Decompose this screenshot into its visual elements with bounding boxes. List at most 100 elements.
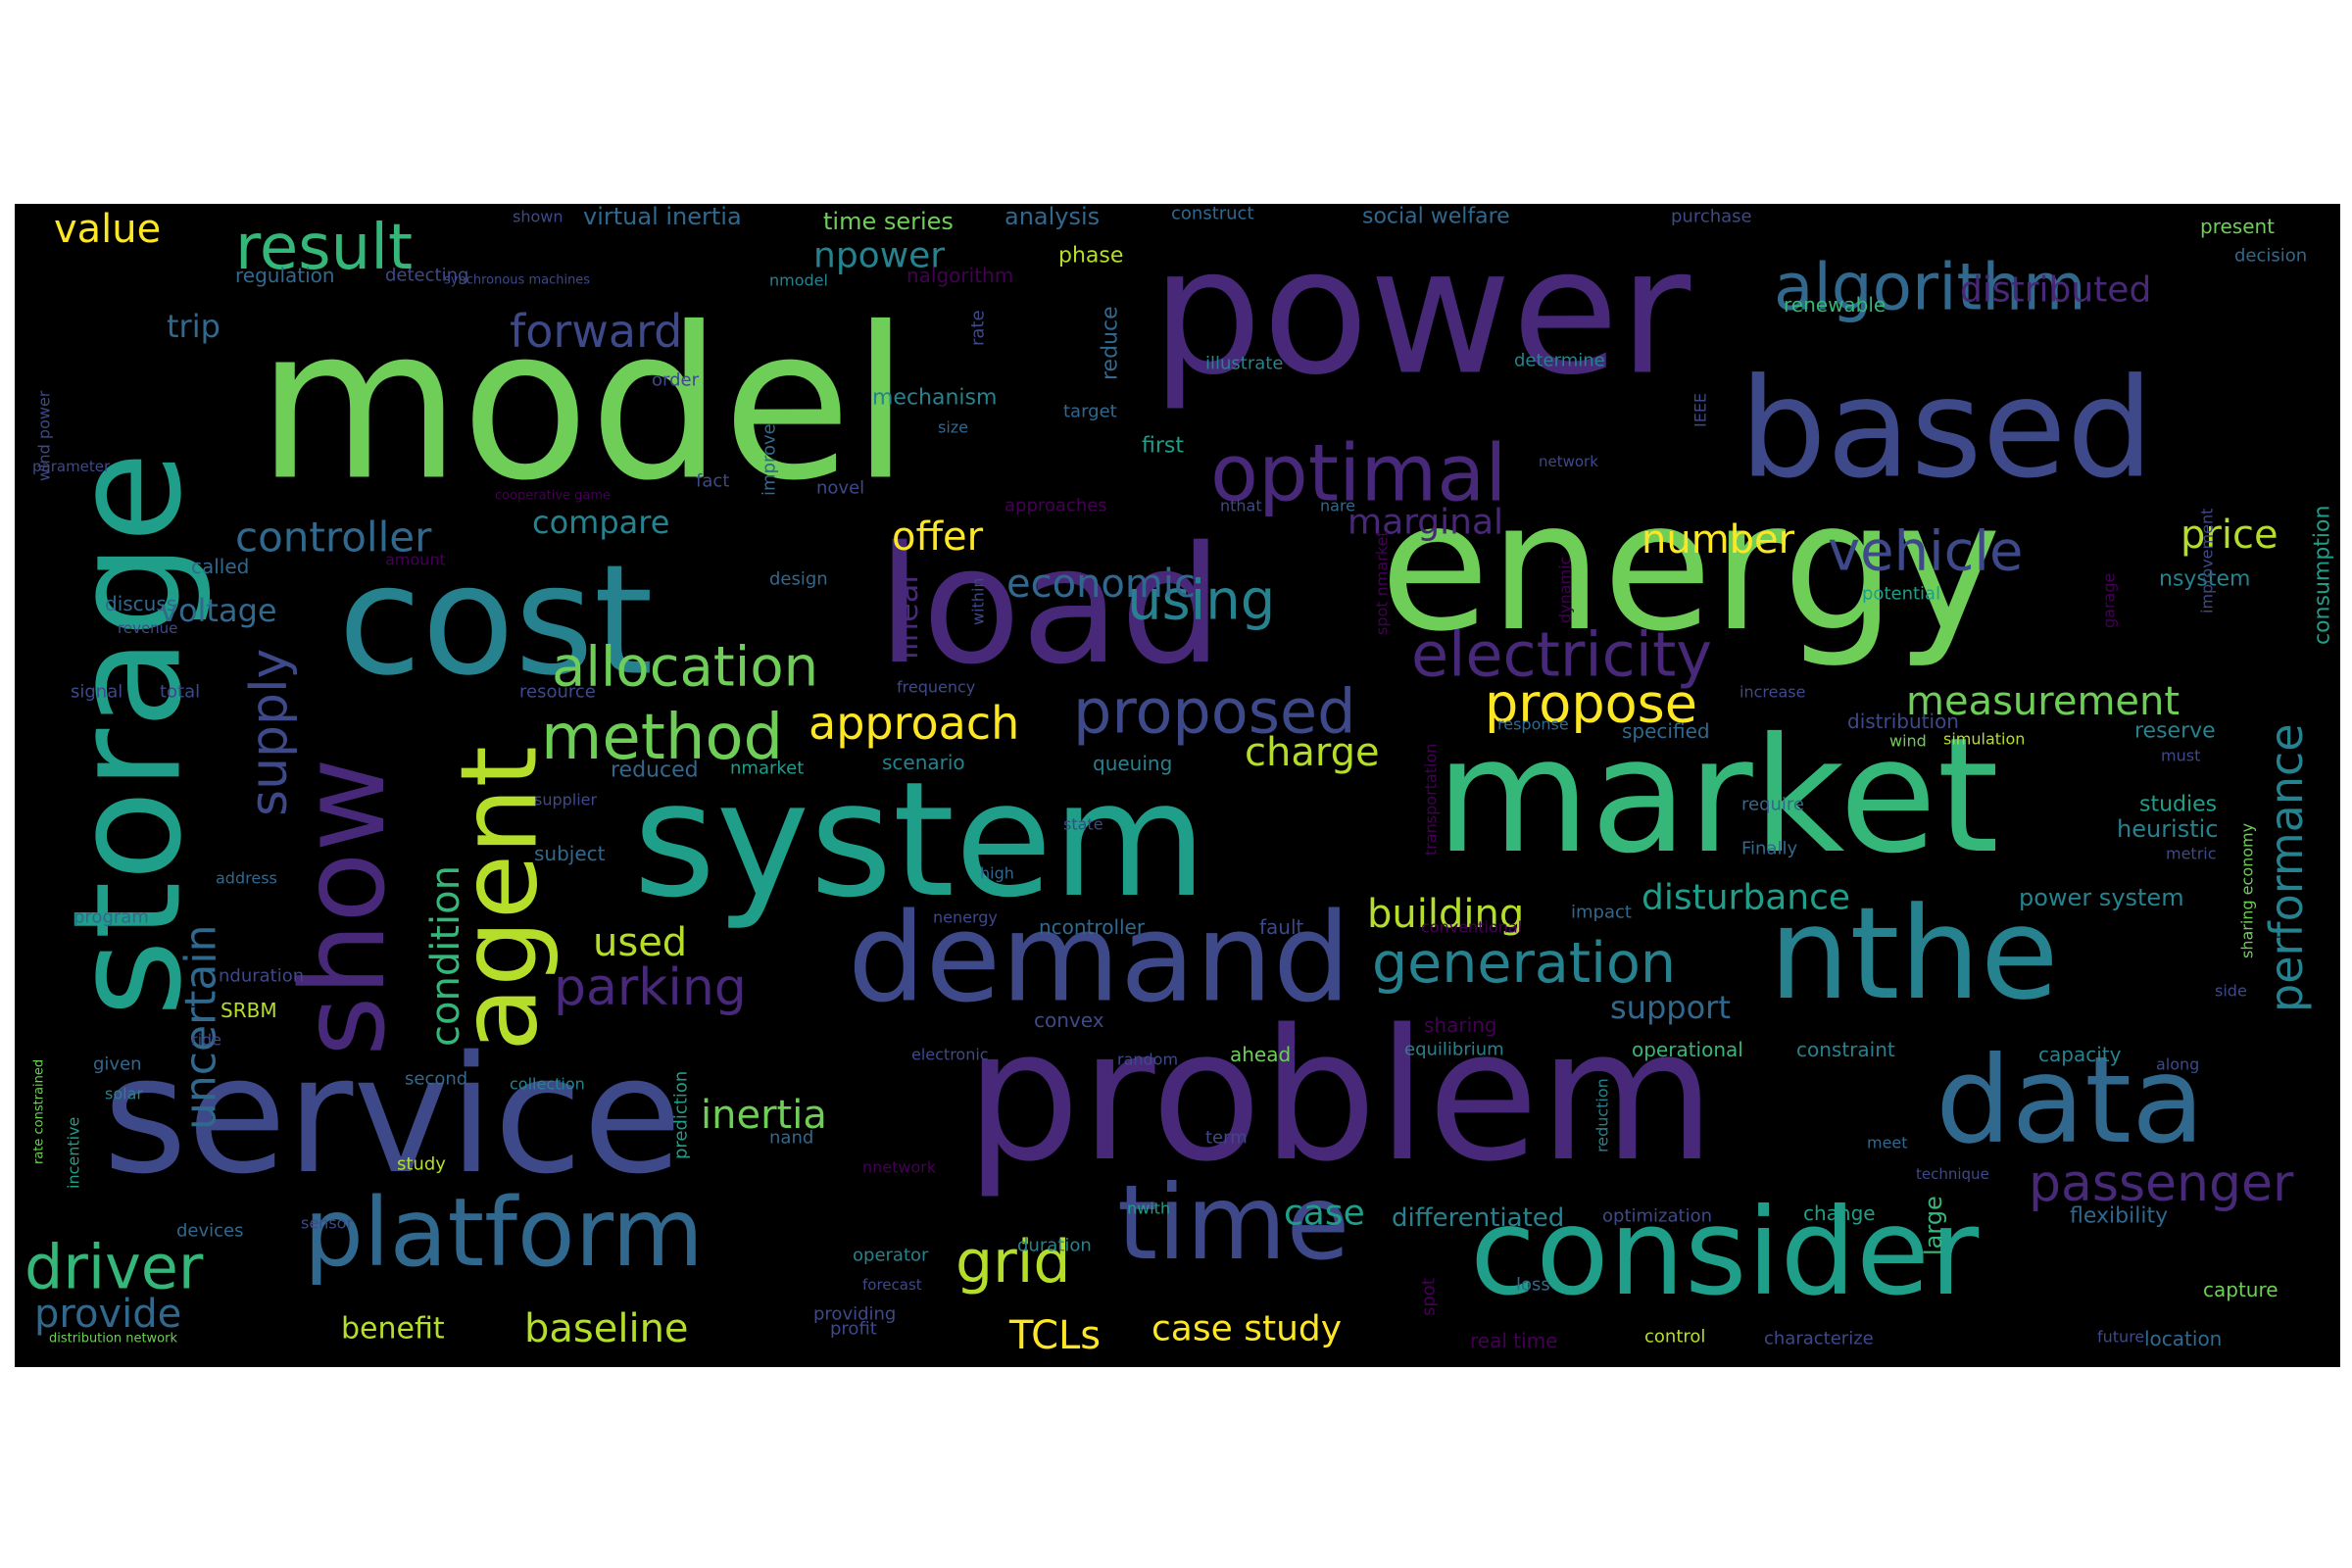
word-regulation: regulation (235, 264, 335, 287)
word-illustrate: illustrate (1205, 354, 1283, 374)
word-rate: rate (968, 310, 989, 346)
word-construct: construct (1171, 204, 1254, 224)
word-uncertain: uncertain (176, 925, 226, 1130)
word-shown: shown (513, 208, 564, 226)
word-agent: agent (439, 746, 562, 1052)
word-controller: controller (235, 514, 432, 562)
word-charge: charge (1245, 730, 1380, 775)
word-cost: cost (338, 532, 654, 710)
word-loss: loss (1516, 1275, 1550, 1296)
word-wind-power: wind power (35, 390, 54, 481)
word-support: support (1610, 989, 1731, 1026)
word-purchase: purchase (1671, 207, 1752, 227)
word-offer: offer (892, 514, 984, 560)
word-approach: approach (808, 697, 1019, 750)
word-duration: duration (1017, 1236, 1092, 1256)
word-along: along (2156, 1055, 2199, 1074)
word-potential: potential (1862, 584, 1940, 605)
word-amount: amount (385, 551, 446, 569)
word-program: program (74, 907, 149, 928)
word-mechanism: mechanism (872, 386, 997, 411)
word-heuristic: heuristic (2117, 815, 2219, 843)
word-target: target (1063, 402, 1117, 422)
word-signal: signal (71, 682, 122, 703)
word-based: based (1740, 350, 2154, 510)
word-improve: improve (760, 423, 780, 496)
word-group: model power energy system market problem servi… (24, 204, 2335, 1358)
word-equilibrium: equilibrium (1404, 1040, 1504, 1060)
word-devices: devices (176, 1221, 244, 1242)
word-fault: fault (1259, 915, 1304, 939)
word-collection: collection (510, 1075, 585, 1094)
word-given: given (93, 1054, 142, 1075)
word-proposed: proposed (1073, 676, 1356, 748)
word-system: system (633, 749, 1207, 933)
word-condition: condition (423, 865, 468, 1047)
word-srbm: SRBM (220, 999, 277, 1022)
word-ncontroller: ncontroller (1039, 915, 1146, 939)
word-real-time: real time (1470, 1329, 1557, 1352)
word-linear: linear (888, 570, 925, 660)
word-large: large (1920, 1196, 1947, 1255)
word-sharing: sharing (1424, 1013, 1497, 1037)
word-simulation: simulation (1943, 730, 2025, 749)
word-incentive: incentive (65, 1117, 83, 1189)
word-change: change (1803, 1201, 1876, 1225)
word-nsystem: nsystem (2159, 567, 2250, 592)
word-studies: studies (2139, 793, 2217, 817)
word-forecast: forecast (862, 1276, 922, 1294)
word-cloud: model power energy system market problem servi… (15, 204, 2340, 1367)
word-future: future (2097, 1328, 2144, 1347)
word-using: using (1127, 569, 1275, 633)
word-reserve: reserve (2134, 719, 2216, 744)
word-capture: capture (2203, 1278, 2278, 1301)
word-flexibility: flexibility (2070, 1204, 2168, 1229)
word-impact: impact (1571, 903, 1632, 923)
word-revenue: revenue (118, 619, 177, 637)
word-subject: subject (534, 842, 606, 865)
word-discuss: discuss (105, 592, 176, 615)
word-storage: storage (41, 452, 215, 1017)
word-prediction: prediction (671, 1071, 692, 1159)
word-spot-nmarket: spot nmarket (1373, 530, 1392, 635)
word-phase: phase (1058, 244, 1123, 269)
word-case: case (1284, 1194, 1365, 1234)
word-value: value (54, 207, 161, 252)
word-performance: performance (2260, 723, 2313, 1012)
word-nand: nand (769, 1128, 813, 1149)
word-distributed: distributed (1960, 270, 2151, 311)
word-ahead: ahead (1230, 1043, 1291, 1066)
word-analysis: analysis (1004, 204, 1100, 230)
word-energy: energy (1380, 463, 2001, 670)
word-scenario: scenario (882, 751, 965, 774)
word-approaches: approaches (1004, 496, 1107, 516)
word-must: must (2161, 747, 2200, 765)
word-cooperative-game: cooperative game (495, 489, 611, 504)
word-sensor: sensor (301, 1214, 353, 1233)
word-optimal: optimal (1210, 428, 1507, 519)
word-model: model (257, 283, 909, 527)
word-spot: spot (1419, 1278, 1440, 1316)
word-electricity: electricity (1411, 619, 1712, 691)
word-baseline: baseline (524, 1306, 689, 1351)
word-nmarket: nmarket (730, 759, 804, 779)
word-location: location (2144, 1327, 2222, 1350)
word-rate-constrained: rate constrained (32, 1059, 47, 1164)
word-state: state (1063, 815, 1103, 834)
word-technique: technique (1916, 1165, 1989, 1183)
word-used: used (593, 920, 687, 965)
word-consider: consider (1470, 1183, 1980, 1322)
word-marginal: marginal (1348, 503, 1503, 543)
word-ieee: IEEE (1691, 393, 1710, 427)
word-providing: providing (813, 1304, 896, 1325)
word-platform: platform (304, 1178, 704, 1288)
word-ride: ride (191, 1031, 221, 1050)
word-algorithm: algorithm (1774, 250, 2086, 325)
word-high: high (980, 864, 1014, 883)
word-total: total (160, 682, 200, 703)
word-network: network (1539, 453, 1598, 470)
word-consumption: consumption (2311, 506, 2335, 645)
word-reduce: reduce (1099, 306, 1123, 380)
word-vehicle: vehicle (1828, 520, 2023, 584)
word-called: called (191, 555, 249, 578)
